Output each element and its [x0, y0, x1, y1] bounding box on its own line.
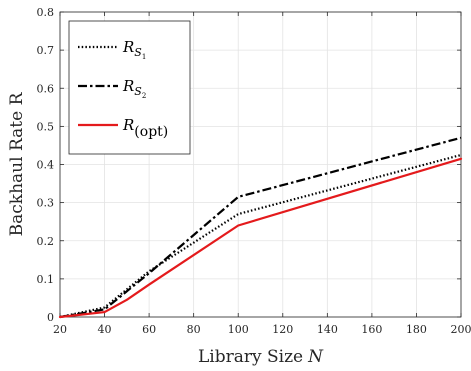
x-tick-label-4: 100: [228, 323, 249, 336]
legend-label-subsub-1: 2: [142, 92, 146, 100]
x-axis-label-var: N: [307, 347, 324, 367]
y-axis-label: Backhaul Rate R: [7, 91, 27, 236]
x-tick-label-6: 140: [317, 323, 338, 336]
legend-label-main-0: R: [122, 38, 134, 56]
x-tick-label-5: 120: [272, 323, 293, 336]
y-tick-label-0: 0: [47, 311, 54, 324]
y-tick-label-3: 0.3: [37, 197, 55, 210]
y-tick-label-2: 0.2: [37, 235, 55, 248]
x-tick-label-7: 160: [361, 323, 382, 336]
legend-label-sub-1: S: [134, 85, 142, 98]
x-axis-label-text: Library Size: [198, 347, 303, 367]
y-tick-label-7: 0.7: [37, 44, 55, 57]
legend-label-main-1: R: [122, 77, 134, 95]
y-tick-label-1: 0.1: [37, 273, 55, 286]
y-tick-label-6: 0.6: [37, 82, 55, 95]
y-tick-label-8: 0.8: [37, 6, 55, 19]
legend-label-0: RS1: [122, 38, 146, 61]
x-axis-label: Library Size N: [198, 347, 324, 367]
legend-label-sub-0: S: [134, 46, 142, 59]
legend-label-sub-2: (opt): [134, 124, 168, 140]
x-tick-label-2: 60: [142, 323, 156, 336]
x-tick-label-8: 180: [406, 323, 427, 336]
x-tick-label-9: 200: [451, 323, 471, 336]
legend-label-1: RS2: [122, 77, 146, 100]
series-line-1: [59, 136, 462, 319]
y-tick-label-4: 0.4: [37, 159, 55, 172]
x-tick-label-1: 40: [98, 323, 112, 336]
legend-label-subsub-0: 1: [142, 53, 146, 61]
y-tick-label-5: 0.5: [37, 120, 55, 133]
legend-box: [68, 20, 191, 155]
series-line-0: [59, 153, 462, 319]
axis-ticks: 20 40 60 80 100 120 140 160 180 200 0 0.1 0.2 0.3 0.4 0…: [37, 6, 471, 336]
legend-label-main-2: R: [122, 116, 134, 134]
series-layer: [58, 136, 463, 319]
series-line-2: [58, 157, 463, 319]
x-tick-label-3: 80: [187, 323, 201, 336]
x-tick-label-0: 20: [53, 323, 67, 336]
legend-label-2: R(opt): [122, 116, 168, 140]
